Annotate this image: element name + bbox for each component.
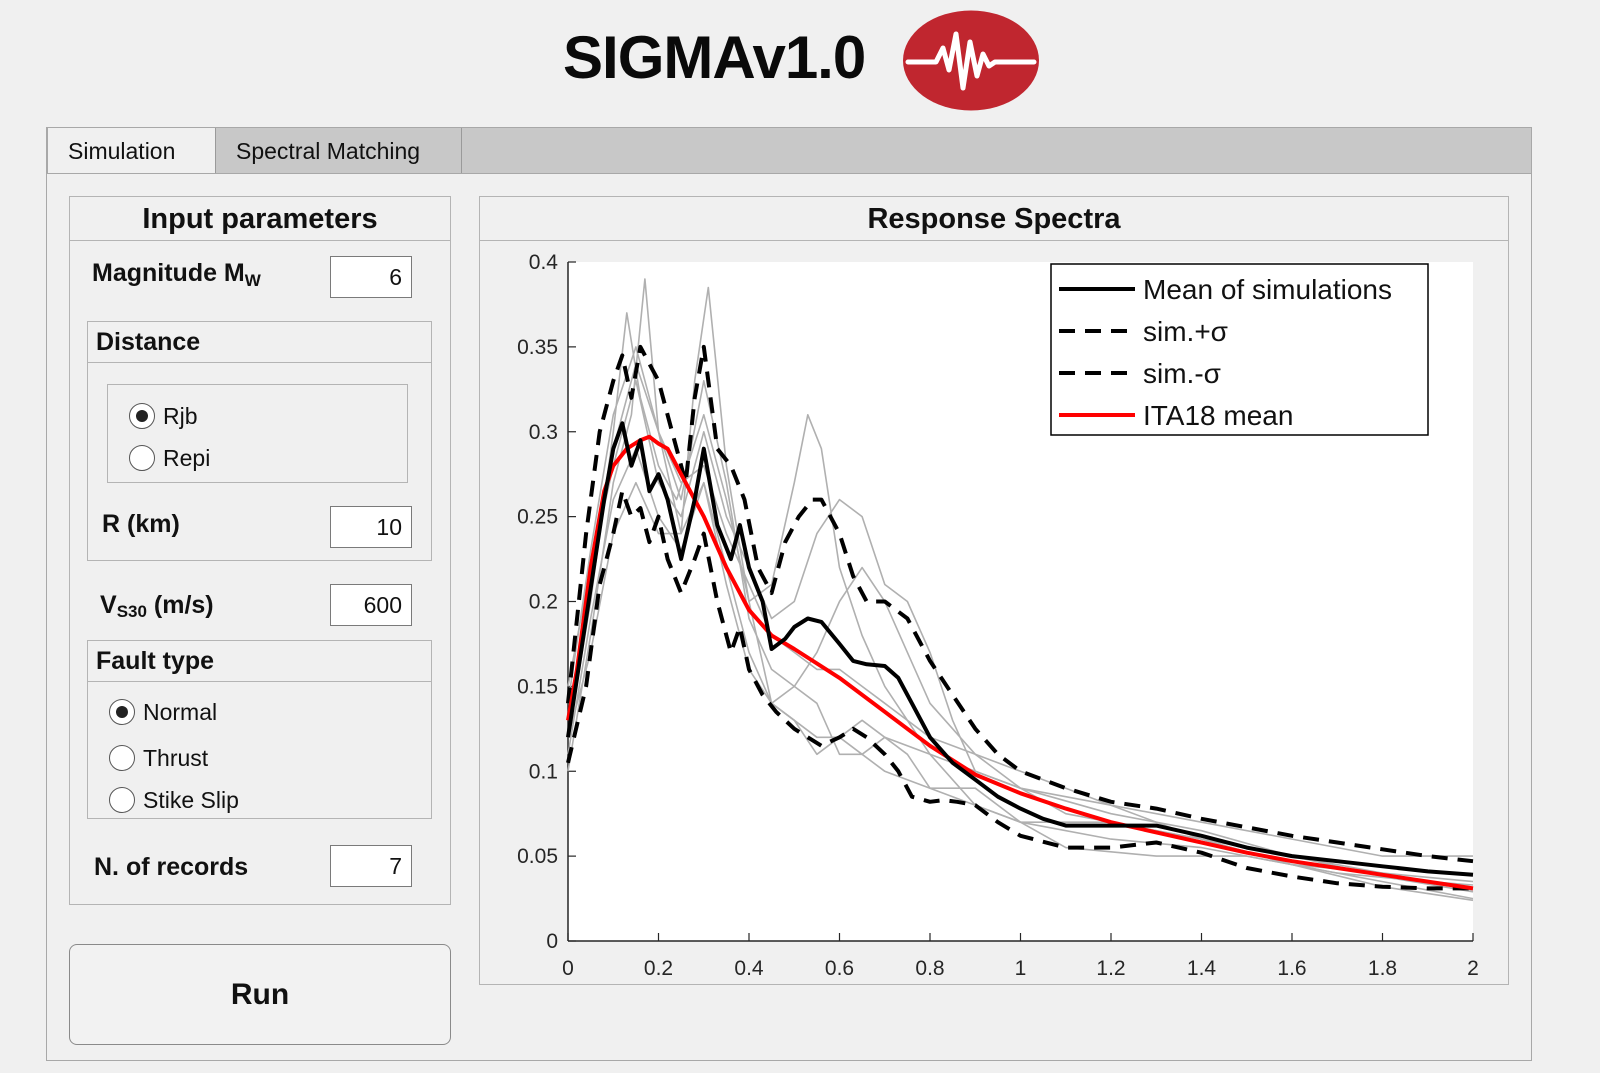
radio-rjb-label: Rjb xyxy=(163,403,198,429)
tab-bar: Simulation Spectral Matching xyxy=(46,127,1532,176)
distance-type-group: Rjb Repi xyxy=(107,384,408,483)
distance-r-input[interactable]: 10 xyxy=(330,506,412,548)
tab-group: Simulation Spectral Matching Input param… xyxy=(46,127,1532,1061)
y-tick-label: 0.25 xyxy=(517,506,558,529)
response-spectra-panel: Response Spectra 0 0.2 0.4 0.6 0.8 1 1.2 1.4 1.6… xyxy=(479,196,1509,985)
vs30-label-rest: (m/s) xyxy=(146,591,214,619)
app-header: SIGMAv1.0 xyxy=(0,0,1600,120)
series-line-2 xyxy=(566,344,1474,864)
y-tick-label: 0.3 xyxy=(529,421,558,444)
records-input[interactable]: 7 xyxy=(330,845,412,887)
record-line-7 xyxy=(567,346,1474,902)
radio-normal-label: Normal xyxy=(143,699,218,725)
run-button[interactable]: Run xyxy=(69,944,451,1045)
vs30-subscript: S30 xyxy=(116,602,147,621)
y-tick-label: 0.15 xyxy=(517,675,558,698)
series-line-1 xyxy=(566,421,1474,877)
logo-waveform xyxy=(905,31,1037,91)
x-tick-label: 0.6 xyxy=(825,957,854,980)
x-tick-label: 1.6 xyxy=(1277,957,1306,980)
response-spectra-title: Response Spectra xyxy=(480,197,1508,241)
app-title: SIGMAv1.0 xyxy=(563,24,866,91)
y-tick-label: 0.4 xyxy=(529,251,559,274)
radio-thrust-indicator[interactable] xyxy=(109,745,135,771)
x-tick-label: 0.2 xyxy=(644,957,673,980)
magnitude-input[interactable]: 6 xyxy=(330,256,412,298)
radio-repi-indicator[interactable] xyxy=(129,445,155,471)
vs30-label: VS30 (m/s) xyxy=(100,591,214,622)
vs30-label-main: V xyxy=(100,591,117,619)
magnitude-label-text: Magnitude M xyxy=(92,259,245,287)
x-tick-label: 0.8 xyxy=(915,957,944,980)
x-tick-label: 0.4 xyxy=(734,957,764,980)
distance-r-label: R (km) xyxy=(102,510,180,538)
legend-box xyxy=(1050,263,1429,436)
radio-repi-label: Repi xyxy=(163,445,211,471)
legend-label-3: sim.-σ xyxy=(1143,358,1221,389)
radio-rjb-indicator[interactable] xyxy=(129,403,155,429)
y-tick-label: 0.1 xyxy=(529,760,558,783)
chart-legend: Mean of simulations sim.+σ sim.-σ ITA18 mea… xyxy=(1050,263,1429,436)
x-tick-label: 1.2 xyxy=(1096,957,1125,980)
magnitude-label: Magnitude MW xyxy=(92,259,261,291)
series-line-3 xyxy=(566,489,1473,891)
simulation-tab-content: Input parameters Magnitude MW 6 Distance… xyxy=(46,173,1532,1061)
tab-spectral-matching[interactable]: Spectral Matching xyxy=(216,128,462,174)
legend-label-1: Mean of simulations xyxy=(1143,274,1392,305)
radio-strike-slip-label: Stike Slip xyxy=(143,787,239,813)
x-tick-label: 1.8 xyxy=(1368,957,1397,980)
logo-badge xyxy=(903,10,1039,111)
response-spectra-chart: 0 0.2 0.4 0.6 0.8 1 1.2 1.4 1.6 1.8 2 0 0.05 0.1 0.15 0… xyxy=(517,251,1479,980)
seismograph-logo-icon xyxy=(903,10,1039,111)
legend-label-4: ITA18 mean xyxy=(1143,400,1293,431)
magnitude-subscript: W xyxy=(244,271,261,290)
x-tick-label: 0 xyxy=(562,957,574,980)
tab-simulation[interactable]: Simulation xyxy=(47,128,216,176)
x-tick-label: 1 xyxy=(1015,957,1027,980)
vs30-input[interactable]: 600 xyxy=(330,584,412,626)
x-tick-label: 2 xyxy=(1467,957,1479,980)
y-tick-label: 0 xyxy=(546,930,558,953)
distance-panel: Distance Rjb Repi R (km) 10 xyxy=(87,321,432,561)
fault-type-panel: Fault type Normal Thrust Stike Slip xyxy=(87,640,432,819)
radio-thrust-label: Thrust xyxy=(143,745,209,771)
radio-strike-slip-indicator[interactable] xyxy=(109,787,135,813)
input-parameters-title: Input parameters xyxy=(70,197,450,241)
y-tick-label: 0.35 xyxy=(517,336,558,359)
input-parameters-panel: Input parameters Magnitude MW 6 Distance… xyxy=(69,196,451,905)
legend-label-2: sim.+σ xyxy=(1143,316,1228,347)
fault-type-title: Fault type xyxy=(88,641,431,682)
records-label: N. of records xyxy=(94,853,249,881)
y-tick-label: 0.2 xyxy=(529,591,558,614)
x-tick-label: 1.4 xyxy=(1187,957,1217,980)
distance-title: Distance xyxy=(88,322,431,363)
y-tick-label: 0.05 xyxy=(517,845,558,868)
radio-normal-indicator[interactable] xyxy=(109,699,135,725)
